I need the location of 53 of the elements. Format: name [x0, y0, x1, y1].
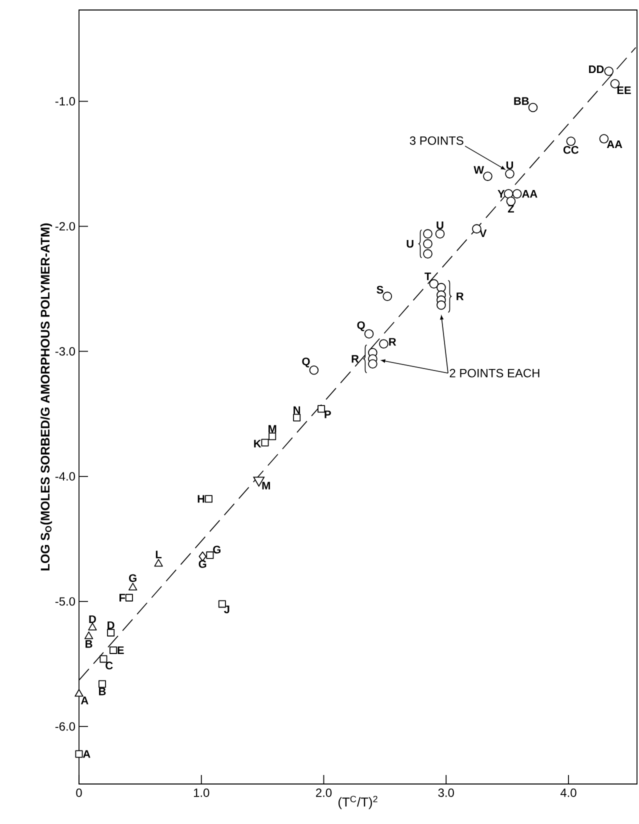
annotation: 3 POINTS — [410, 136, 464, 145]
annotation: Y — [498, 190, 505, 198]
annotation: G — [198, 560, 206, 568]
annotation: 2 POINTS EACH — [450, 368, 540, 378]
annotation: Q — [302, 358, 310, 368]
annotation: U — [506, 161, 514, 170]
annotation: D — [89, 615, 96, 623]
y-tick-label: -1.0 — [55, 97, 76, 106]
annotation: U — [406, 240, 414, 248]
annotation: A — [82, 750, 90, 758]
y-tick-label: -6.0 — [55, 722, 76, 731]
annotation: DD — [589, 65, 604, 74]
annotation: P — [324, 410, 331, 418]
annotation: BB — [514, 97, 529, 105]
annotation: G — [213, 546, 220, 554]
annotation: L — [156, 550, 162, 558]
annotation: G — [129, 574, 136, 582]
annotation: AA — [522, 190, 538, 198]
annotation: CC — [563, 146, 579, 154]
annotation: A — [80, 696, 88, 704]
annotation: R — [456, 292, 464, 300]
annotation: S — [376, 286, 384, 294]
annotation: B — [86, 640, 92, 648]
annotation: R — [352, 355, 359, 363]
y-tick-label: -5.0 — [55, 597, 76, 606]
y-tick-label: -4.0 — [55, 472, 76, 481]
annotation: EE — [617, 86, 631, 94]
annotation: U — [436, 221, 444, 230]
x-tick-label: 0 — [76, 788, 82, 797]
annotation: E — [118, 646, 124, 654]
annotation: N — [294, 406, 300, 414]
annotation: K — [254, 440, 262, 448]
annotation: H — [198, 495, 204, 503]
annotation: M — [262, 482, 270, 490]
x-tick-label: 3.0 — [438, 788, 454, 797]
x-axis-title: (T$^{C}$/T)$^{2}$ — [338, 796, 378, 810]
y-tick-label: -2.0 — [55, 222, 76, 231]
annotation: Q — [357, 321, 365, 332]
annotation: AA — [606, 140, 622, 148]
annotation: J — [224, 606, 230, 614]
x-tick-label: 2.0 — [316, 788, 332, 797]
annotation: M — [268, 425, 276, 433]
annotation: R — [389, 338, 396, 346]
y-axis-title: LOG S$_{O}$(MOLES SORBED/G AMORPHOUS POLYMER-ATM) — [40, 223, 52, 570]
x-tick-label: 1.0 — [194, 788, 210, 797]
annotation: B — [99, 688, 106, 696]
annotation: W — [474, 166, 484, 174]
annotation: T — [424, 272, 432, 280]
y-tick-label: -3.0 — [55, 347, 76, 356]
x-tick-label: 4.0 — [560, 788, 576, 797]
annotation: F — [120, 594, 126, 602]
annotation: C — [106, 662, 113, 670]
annotation: D — [108, 621, 114, 629]
